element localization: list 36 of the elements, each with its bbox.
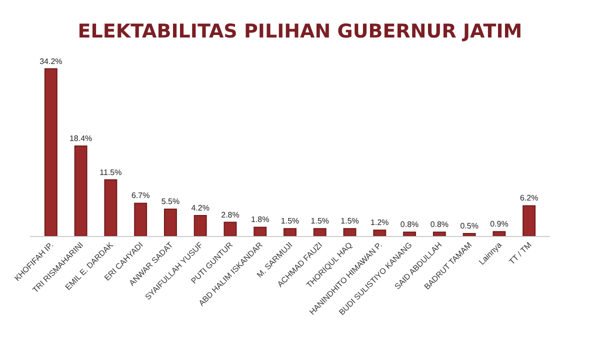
- data-label: 11.5%: [100, 168, 122, 177]
- data-label: 0.8%: [400, 220, 419, 230]
- bar: [522, 205, 536, 236]
- data-label: 1.5%: [340, 216, 359, 226]
- bar: [462, 233, 476, 236]
- data-label: 1.5%: [280, 216, 300, 226]
- data-label: 4.2%: [191, 203, 210, 212]
- data-label: 1.2%: [370, 218, 389, 228]
- data-label: 6.2%: [520, 194, 538, 203]
- x-tick-label: TT / TM: [507, 240, 534, 266]
- bar: [194, 214, 207, 236]
- data-label: 1.8%: [251, 215, 270, 224]
- data-label: 6.7%: [131, 191, 150, 200]
- data-label: 18.4%: [69, 134, 92, 144]
- data-label: 5.5%: [161, 197, 180, 206]
- bar: [492, 231, 506, 236]
- bar: [224, 222, 237, 236]
- data-label: 0.5%: [460, 222, 478, 231]
- bar: [164, 208, 177, 236]
- data-label: 1.5%: [310, 216, 329, 226]
- data-label: 0.9%: [490, 220, 508, 229]
- bar: [343, 228, 356, 236]
- bar: [44, 68, 58, 236]
- bar: [403, 232, 416, 236]
- data-label: 0.8%: [430, 220, 449, 230]
- bar: [373, 230, 386, 236]
- bar: [432, 232, 446, 236]
- bar: [134, 202, 148, 236]
- chart-title: ELEKTABILITAS PILIHAN GUBERNUR JATIM: [78, 20, 522, 43]
- bar: [254, 226, 267, 236]
- bar: [313, 228, 326, 236]
- bar: [104, 179, 118, 236]
- data-label: 34.2%: [40, 56, 62, 66]
- data-label: 2.8%: [221, 210, 240, 220]
- bar: [284, 228, 296, 236]
- bar: [74, 146, 88, 236]
